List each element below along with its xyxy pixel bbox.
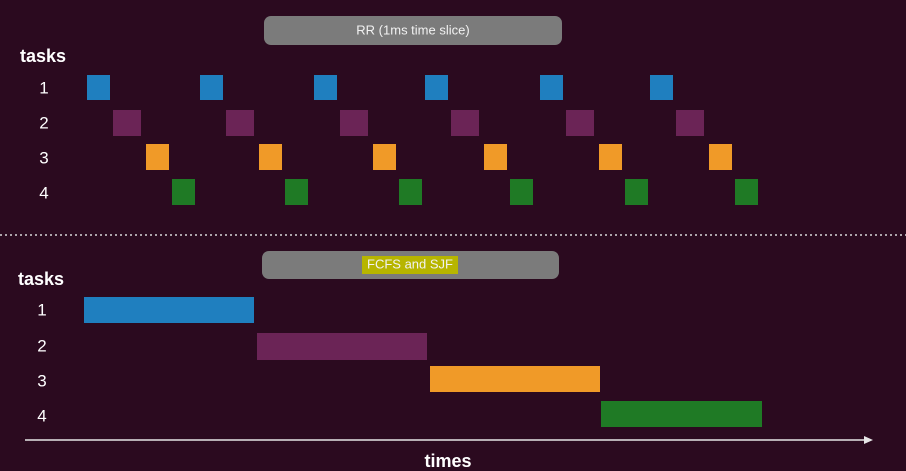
fcfs-title: FCFS and SJF: [367, 256, 453, 271]
rr-block: [451, 110, 479, 136]
fcfs-task-label: 3: [37, 371, 46, 390]
rr-block: [566, 110, 594, 136]
rr-block: [425, 75, 448, 100]
rr-block: [113, 110, 141, 136]
rr-title-pill: [264, 16, 562, 45]
rr-block: [285, 179, 308, 205]
fcfs-block: [84, 297, 254, 323]
rr-axis-label: tasks: [20, 46, 66, 66]
rr-block: [709, 144, 732, 170]
rr-task-label: 3: [39, 148, 48, 167]
rr-block: [172, 179, 195, 205]
time-arrowhead: [864, 436, 873, 444]
rr-block: [735, 179, 758, 205]
rr-block: [340, 110, 368, 136]
rr-block: [650, 75, 673, 100]
highlight: [362, 256, 458, 274]
rr-task-label: 1: [39, 78, 48, 97]
rr-block: [484, 144, 507, 170]
rr-block: [146, 144, 169, 170]
rr-task-label: 4: [39, 183, 48, 202]
rr-block: [314, 75, 337, 100]
fcfs-axis-label: tasks: [18, 269, 64, 289]
rr-block: [200, 75, 223, 100]
rr-block: [625, 179, 648, 205]
rr-block: [510, 179, 533, 205]
rr-block: [259, 144, 282, 170]
fcfs-task-label: 2: [37, 336, 46, 355]
rr-block: [226, 110, 254, 136]
rr-block: [399, 179, 422, 205]
fcfs-task-label: 1: [37, 300, 46, 319]
rr-block: [540, 75, 563, 100]
fcfs-block: [430, 366, 600, 392]
rr-title: RR (1ms time slice): [356, 22, 469, 37]
fcfs-block: [601, 401, 762, 427]
fcfs-task-label: 4: [37, 406, 46, 425]
rr-block: [87, 75, 110, 100]
rr-block: [373, 144, 396, 170]
rr-block: [676, 110, 704, 136]
rr-block: [599, 144, 622, 170]
rr-task-label: 2: [39, 113, 48, 132]
time-axis-label: times: [424, 451, 471, 471]
fcfs-block: [257, 333, 427, 360]
